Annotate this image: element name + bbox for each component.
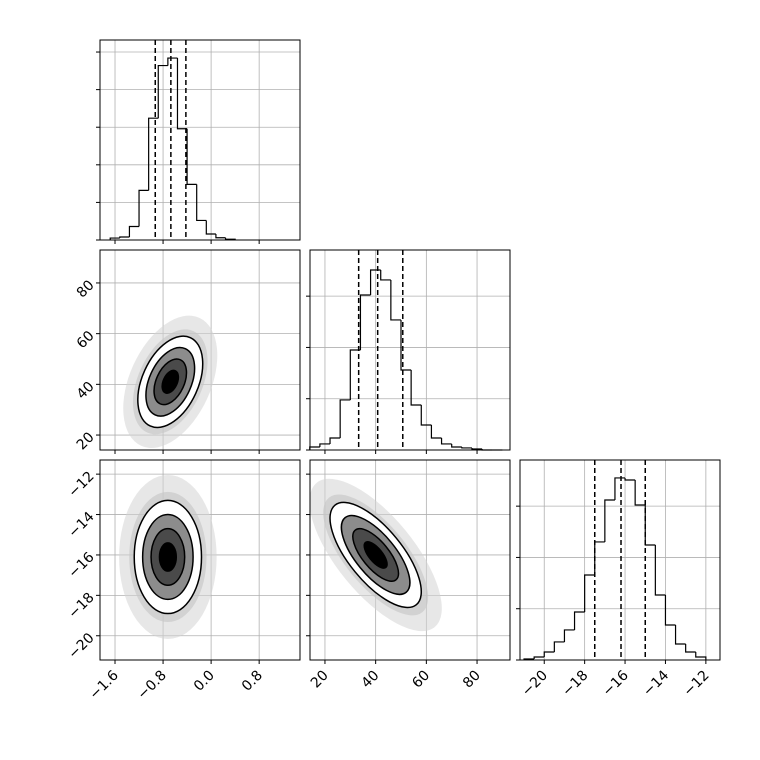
histogram-bin [349, 349, 361, 400]
histogram-bin [196, 184, 207, 222]
x-tick-label: 0.8 [239, 668, 266, 695]
histogram-bin [339, 399, 351, 438]
panel-frame [99, 459, 301, 661]
histogram-bin [624, 477, 636, 481]
histogram-bin [543, 651, 555, 658]
histogram-bin [461, 447, 472, 449]
panel-frame [99, 39, 301, 241]
histogram-bin [634, 480, 646, 506]
histogram-bin [215, 233, 226, 239]
x-tick-label: −20 [519, 668, 551, 700]
x-tick-label: 80 [460, 668, 484, 692]
histogram-bin [128, 225, 140, 237]
x-tick-label: 20 [308, 668, 332, 692]
histogram-bin [319, 443, 331, 448]
histogram-bin [380, 270, 391, 281]
histogram-bin [573, 611, 585, 630]
x-tick-label: 40 [359, 668, 383, 692]
histogram-bin [594, 541, 605, 575]
histogram-bin [664, 594, 676, 626]
histogram-bin [176, 58, 188, 130]
x-tick-label: −0.8 [135, 668, 170, 703]
histogram-bin [410, 370, 422, 406]
histogram-bin [430, 424, 442, 439]
histogram-bin [400, 319, 412, 371]
contour [137, 335, 204, 429]
histogram-bin [644, 505, 656, 546]
density [310, 478, 442, 632]
histogram-bin [584, 574, 595, 612]
x-tick-label: −12 [680, 668, 712, 700]
x-tick-label: −16 [600, 667, 632, 699]
x-tick-label: 0.0 [191, 668, 218, 695]
histogram-bin [451, 443, 462, 448]
histogram-bin [685, 644, 696, 653]
y-tick-label: 80 [74, 277, 98, 301]
histogram-bin [329, 437, 341, 444]
panel-frame [309, 249, 511, 451]
histogram-bin [390, 279, 402, 321]
panel-frame [99, 249, 301, 451]
contour [363, 541, 388, 569]
density-fill [364, 541, 388, 569]
histogram-bin [138, 189, 149, 227]
histogram-bin [695, 652, 707, 660]
y-tick-label: −20 [65, 630, 97, 662]
contour [352, 527, 400, 582]
contour [145, 346, 196, 417]
histogram-bin [167, 57, 178, 66]
y-tick-label: 20 [74, 429, 98, 453]
histogram-bin [654, 545, 666, 596]
histogram-bin [553, 641, 565, 652]
histogram-bin [420, 404, 432, 426]
y-tick-label: −12 [65, 468, 97, 500]
y-tick-label: −14 [65, 509, 97, 541]
y-tick-label: −18 [65, 590, 97, 622]
panel-frame [519, 459, 721, 661]
histogram-bin [563, 629, 575, 642]
x-tick-label: −1.6 [86, 667, 121, 702]
histogram-bin [359, 294, 371, 350]
histogram-bin [674, 625, 686, 645]
contour [150, 527, 186, 587]
histogram-bin [186, 128, 197, 185]
y-tick-label: 40 [74, 379, 98, 403]
contour [153, 358, 188, 406]
contour [161, 369, 180, 394]
histogram-bin [109, 237, 120, 240]
histogram-bin [614, 477, 626, 500]
x-tick-label: −14 [640, 667, 672, 699]
histogram-bin [440, 438, 452, 445]
density-fill [159, 542, 177, 572]
y-tick-label: −16 [65, 549, 97, 581]
contour [329, 501, 423, 609]
density [119, 474, 217, 639]
y-tick-label: 60 [74, 328, 98, 352]
histogram-bin [119, 236, 130, 239]
contour [141, 513, 194, 601]
contour [340, 514, 411, 596]
histogram-bin [604, 499, 615, 542]
density [123, 315, 218, 448]
histogram-bin [205, 220, 216, 235]
histogram-bin [157, 64, 168, 119]
contour [158, 542, 178, 572]
histogram-bin [148, 117, 159, 191]
contour [133, 499, 203, 615]
x-tick-label: 60 [409, 668, 433, 692]
histogram-bin [471, 447, 483, 450]
histogram-bin [533, 656, 545, 659]
x-tick-label: −18 [559, 668, 591, 700]
panel-frame [309, 459, 511, 661]
